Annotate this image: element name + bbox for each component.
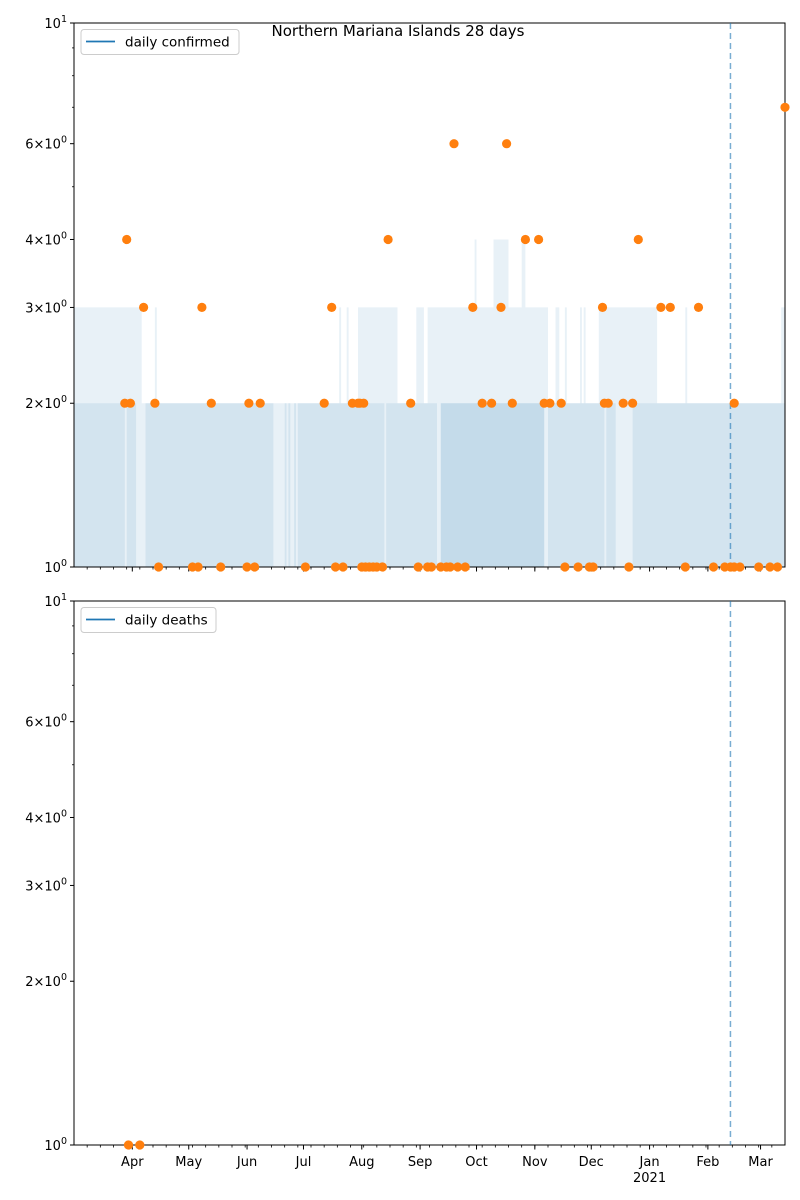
data-point: [338, 562, 348, 572]
data-point: [468, 302, 478, 312]
data-point: [319, 398, 329, 408]
data-point: [487, 398, 497, 408]
data-point: [216, 562, 226, 572]
data-point: [656, 302, 666, 312]
data-point: [445, 562, 455, 572]
x-tick-label: Mar: [748, 1155, 773, 1170]
axes-frame: [73, 600, 786, 1146]
legend: daily confirmed: [80, 29, 240, 55]
chart-title: Northern Mariana Islands 28 days: [272, 22, 525, 40]
data-point: [618, 398, 628, 408]
legend-label: daily confirmed: [125, 35, 230, 51]
data-point: [507, 398, 517, 408]
data-point: [413, 562, 423, 572]
y-tick-label: 101: [44, 592, 67, 610]
confirmed-inner-band: [74, 403, 785, 567]
data-point: [197, 302, 207, 312]
panel-1: 100 2×100 3×100 4×100 6×100 101 Northern Maria…: [25, 14, 790, 576]
data-point: [735, 562, 745, 572]
legend-label: daily deaths: [125, 613, 208, 629]
data-point: [633, 234, 643, 245]
data-point: [588, 562, 598, 572]
panel-2: 100 2×100 3×100 4×100 6×100 101 Apr May Jun Jul Au…: [25, 592, 786, 1186]
y-tick-label: 6×100: [25, 713, 67, 731]
data-point: [729, 398, 739, 408]
x-tick-label: Sep: [408, 1155, 433, 1170]
y-tick-label: 6×100: [25, 135, 67, 153]
data-point: [772, 562, 783, 572]
y-tick-label: 4×100: [25, 808, 67, 826]
x-tick-label: Oct: [465, 1155, 487, 1170]
y-tick-label: 100: [44, 1136, 67, 1154]
y-tick-label: 100: [44, 558, 67, 576]
y-tick-label: 3×100: [25, 298, 67, 316]
data-point: [496, 302, 506, 312]
data-point: [765, 562, 775, 572]
data-point: [477, 398, 487, 408]
data-point: [460, 562, 470, 572]
data-point: [628, 398, 638, 408]
confirmed-range-band: [74, 239, 785, 567]
legend-box: [80, 607, 217, 633]
data-point: [780, 102, 790, 112]
x-tick-label: Aug: [349, 1155, 374, 1170]
data-point: [449, 139, 459, 149]
x-tick-label: Dec: [579, 1155, 604, 1170]
legend-box: [80, 29, 240, 55]
data-point: [754, 562, 764, 572]
data-point: [693, 302, 704, 312]
data-point: [123, 1140, 134, 1150]
y-tick-label: 2×100: [25, 972, 67, 990]
data-point: [150, 398, 160, 408]
y-tick-label: 3×100: [25, 876, 67, 894]
data-point: [597, 302, 608, 312]
data-point: [502, 139, 512, 149]
data-point: [242, 562, 252, 572]
data-point: [573, 562, 583, 572]
data-point: [250, 562, 260, 572]
data-point: [406, 398, 416, 408]
data-point: [135, 1140, 145, 1150]
x-tick-year-label: 2021: [633, 1171, 666, 1186]
x-tick-label: Feb: [696, 1155, 719, 1170]
data-point: [359, 398, 369, 408]
data-point: [300, 562, 310, 572]
x-tick-label: Nov: [522, 1155, 548, 1170]
data-point: [193, 562, 203, 572]
data-point: [680, 562, 690, 572]
x-tick-label: Jul: [295, 1155, 312, 1170]
data-point: [244, 398, 254, 408]
data-point: [708, 562, 719, 572]
confirmed-block-band: [440, 403, 545, 567]
legend: daily deaths: [80, 607, 217, 633]
data-point: [125, 398, 135, 408]
x-tick-label: Jun: [236, 1155, 257, 1170]
data-point: [545, 398, 555, 408]
data-point: [122, 234, 132, 245]
x-tick-label: Apr: [121, 1155, 144, 1170]
data-point: [330, 562, 341, 572]
y-tick-label: 4×100: [25, 230, 67, 248]
y-tick-label: 101: [44, 14, 67, 32]
x-tick-label: May: [175, 1155, 202, 1170]
data-point: [556, 398, 566, 408]
x-tick-label: Jan: [639, 1155, 660, 1170]
data-point: [665, 302, 675, 312]
data-point: [603, 398, 613, 408]
data-point: [624, 562, 634, 572]
data-point: [383, 234, 393, 245]
data-point: [206, 398, 216, 408]
data-point: [327, 302, 337, 312]
data-point: [520, 234, 531, 245]
data-point: [154, 562, 164, 572]
data-point: [139, 302, 149, 312]
data-point: [453, 562, 463, 572]
y-tick-label: 2×100: [25, 394, 67, 412]
data-point: [534, 234, 544, 245]
data-point: [377, 562, 388, 572]
data-point: [426, 562, 436, 572]
data-point: [560, 562, 570, 572]
data-point: [255, 398, 265, 408]
